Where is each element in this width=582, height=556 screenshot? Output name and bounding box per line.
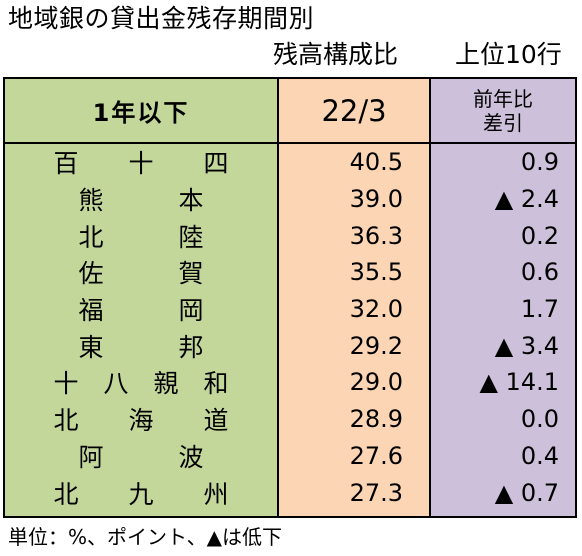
ratio-value: 29.0 xyxy=(349,368,403,397)
header-term: 1年以下 xyxy=(92,99,190,127)
change-value: 0.2 xyxy=(520,221,559,250)
table-body: 百 十 四 40.5 0.9 熊 本 39.0 ▲ 2.4 北 陸 36.3 0… xyxy=(5,144,575,511)
column-divider xyxy=(277,79,279,516)
column-divider xyxy=(429,79,431,516)
unit-note: 単位：%、ポイント、▲は低下 xyxy=(8,525,282,549)
change-value: 0.0 xyxy=(520,405,559,434)
ratio-value: 27.3 xyxy=(349,478,403,507)
bank-name: 十 八 親 和 xyxy=(53,369,229,399)
subtitle-scope: 上位10行 xyxy=(455,40,562,69)
ratio-column xyxy=(278,79,430,516)
ratio-value: 40.5 xyxy=(349,148,403,177)
table-row: 百 十 四 40.5 0.9 xyxy=(5,144,575,181)
bank-name: 北 陸 xyxy=(78,222,204,252)
table-row: 佐 賀 35.5 0.6 xyxy=(5,254,575,291)
ratio-value: 28.9 xyxy=(349,405,403,434)
header-change-line2: 差引 xyxy=(483,110,523,135)
header-change: 前年比 差引 xyxy=(431,79,575,142)
ranking-table: 1年以下 22/3 前年比 差引 百 十 四 40.5 0.9 熊 本 39.0… xyxy=(3,77,577,518)
bank-name: 百 十 四 xyxy=(53,149,229,179)
table-row: 熊 本 39.0 ▲ 2.4 xyxy=(5,181,575,218)
ratio-value: 35.5 xyxy=(349,258,403,287)
table-row: 東 邦 29.2 ▲ 3.4 xyxy=(5,327,575,364)
table-row: 福 岡 32.0 1.7 xyxy=(5,291,575,328)
bank-name: 福 岡 xyxy=(78,296,204,326)
ratio-value: 29.2 xyxy=(349,331,403,360)
table-row: 北 海 道 28.9 0.0 xyxy=(5,401,575,438)
header-change-line1: 前年比 xyxy=(473,86,533,111)
change-value: 0.9 xyxy=(520,148,559,177)
change-value: ▲ 2.4 xyxy=(494,185,559,214)
ratio-value: 32.0 xyxy=(349,295,403,324)
diff-column xyxy=(430,79,575,516)
bank-name: 北 九 州 xyxy=(53,479,229,509)
header-period: 22/3 xyxy=(321,93,387,128)
table-row: 北 陸 36.3 0.2 xyxy=(5,217,575,254)
header-divider xyxy=(5,142,575,144)
page-title: 地域銀の貸出金残存期間別 xyxy=(8,4,315,33)
bank-name: 佐 賀 xyxy=(78,259,204,289)
table-row: 北 九 州 27.3 ▲ 0.7 xyxy=(5,474,575,511)
change-value: ▲ 14.1 xyxy=(479,368,559,397)
bank-name: 阿 波 xyxy=(78,442,204,472)
bank-name-column xyxy=(5,79,278,516)
ratio-value: 39.0 xyxy=(349,185,403,214)
ratio-value: 27.6 xyxy=(349,441,403,470)
change-value: 1.7 xyxy=(520,295,559,324)
bank-name: 熊 本 xyxy=(78,186,204,216)
change-value: 0.4 xyxy=(520,441,559,470)
change-value: 0.6 xyxy=(520,258,559,287)
ratio-value: 36.3 xyxy=(349,221,403,250)
bank-name: 東 邦 xyxy=(78,332,204,362)
subtitle-metric: 残高構成比 xyxy=(273,40,399,69)
change-value: ▲ 0.7 xyxy=(494,478,559,507)
table-row: 十 八 親 和 29.0 ▲ 14.1 xyxy=(5,364,575,401)
change-value: ▲ 3.4 xyxy=(494,331,559,360)
table-row: 阿 波 27.6 0.4 xyxy=(5,438,575,475)
bank-name: 北 海 道 xyxy=(53,406,229,436)
